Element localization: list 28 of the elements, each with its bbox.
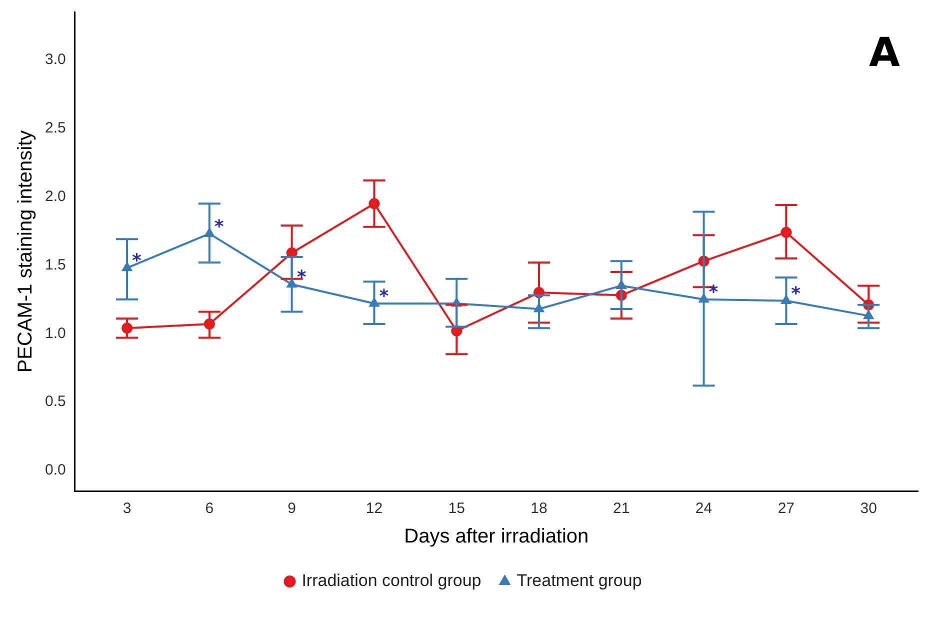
annotation: * — [296, 267, 307, 288]
y-tick-label: 1.5 — [44, 256, 66, 274]
x-tick-label: 12 — [366, 500, 383, 518]
y-tick-label: 0.5 — [44, 393, 66, 410]
x-tick-label: 9 — [288, 500, 296, 518]
x-tick-label: 15 — [448, 500, 465, 518]
x-tick-label: 30 — [860, 500, 877, 518]
legend-label: Treatment group — [516, 571, 642, 590]
y-tick-label: 0.0 — [44, 462, 66, 479]
y-axis-title: PECAM-1 staining intensity — [14, 130, 37, 373]
y-tick-label: 3.0 — [44, 51, 66, 68]
x-tick-label: 3 — [122, 500, 132, 518]
annotation: A — [869, 30, 900, 76]
annotation: * — [214, 216, 224, 238]
annotation: * — [708, 282, 719, 304]
legend-label: Irradiation control group — [302, 571, 482, 590]
y-tick-label: 1.0 — [44, 324, 66, 342]
y-tick-label: 2.0 — [44, 188, 66, 205]
y-tick-label: 2.5 — [44, 119, 66, 136]
x-tick-label: 27 — [778, 500, 795, 518]
annotation: * — [379, 286, 390, 308]
x-tick-label: 6 — [205, 500, 214, 518]
annotation: * — [132, 250, 142, 272]
annotation: * — [791, 283, 802, 304]
x-tick-label: 21 — [613, 500, 630, 518]
x-axis-title: Days after irradiation — [404, 526, 589, 548]
x-tick-label: 24 — [695, 500, 712, 518]
x-tick-label: 18 — [530, 500, 548, 518]
